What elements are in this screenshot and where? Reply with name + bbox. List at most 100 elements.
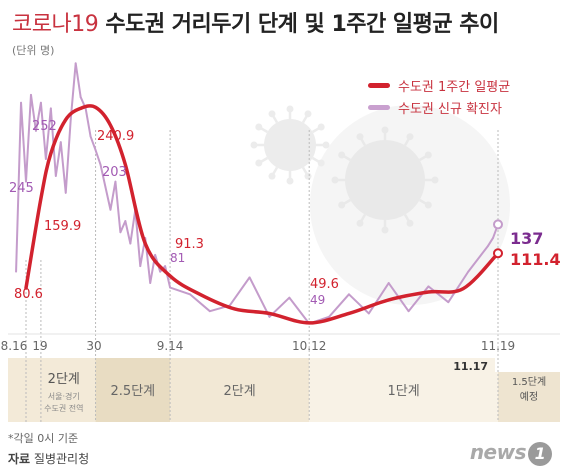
- stage-sublabel-1: 수도권 전역: [44, 403, 83, 413]
- virus-spike-tip: [424, 151, 432, 159]
- stage-band-1: [95, 358, 171, 422]
- virus-spike-tip: [268, 172, 276, 180]
- avg-point-12: [268, 312, 271, 315]
- daily-point-6: [44, 158, 47, 160]
- daily-point-40: [348, 293, 350, 296]
- series-line-daily: [15, 62, 499, 325]
- logo-number: 1: [528, 442, 552, 466]
- title-main: 수도권 거리두기 단계 및: [105, 12, 325, 37]
- virus-spike-tip: [356, 219, 364, 227]
- virus-body: [264, 119, 316, 171]
- data-label-4: 159.9: [44, 219, 81, 234]
- daily-point-0: [15, 270, 17, 273]
- legend-swatch-avg: [368, 82, 390, 88]
- daily-point-10: [64, 191, 67, 194]
- stage-label-1: 2.5단계: [111, 384, 156, 399]
- stage-sublabel-0: 서울·경기: [48, 391, 80, 401]
- daily-point-46: [467, 270, 470, 273]
- daily-point-23: [129, 242, 132, 245]
- stage-label-3: 1단계: [387, 384, 419, 399]
- daily-point-29: [159, 270, 162, 273]
- daily-point-19: [109, 208, 112, 211]
- daily-point-25: [139, 265, 142, 268]
- daily-point-48: [492, 237, 494, 239]
- x-tick-label-0: 8.16: [1, 339, 28, 353]
- daily-point-8: [54, 175, 57, 177]
- avg-point-16: [427, 290, 430, 294]
- data-label-2: 240.9: [97, 129, 134, 144]
- virus-spike-tip: [322, 141, 330, 149]
- virus-large: [331, 126, 439, 234]
- daily-point-31: [169, 286, 171, 289]
- daily-point-28: [154, 253, 157, 256]
- daily-point-32: [189, 293, 191, 296]
- avg-point-2: [49, 152, 53, 155]
- x-tick-label-2: 30: [86, 339, 101, 353]
- avg-point-17: [462, 287, 465, 290]
- source-text: 질병관리청: [33, 452, 90, 466]
- x-tick-label-5: 11.19: [481, 339, 515, 353]
- avg-point-1: [39, 197, 43, 200]
- daily-point-21: [119, 231, 122, 234]
- avg-point-11: [233, 307, 236, 311]
- daily-point-11: [69, 118, 72, 121]
- daily-point-12: [74, 62, 77, 65]
- stage-label-0: 2단계: [48, 372, 80, 387]
- virus-spike-tip: [338, 151, 346, 159]
- data-label-5: 80.6: [14, 287, 43, 302]
- x-tick-label-3: 9.14: [157, 339, 184, 353]
- avg-point-3: [64, 118, 67, 121]
- x-tick-label-1: 19: [32, 339, 47, 353]
- daily-point-45: [447, 301, 450, 304]
- source: 자료 질병관리청: [8, 450, 89, 467]
- legend-item-daily: 수도권 신규 확진자: [368, 96, 510, 118]
- daily-point-3: [30, 93, 32, 96]
- virus-spike-tip: [304, 172, 312, 180]
- virus-spike-tip: [317, 159, 325, 167]
- virus-spike-tip: [331, 176, 339, 184]
- daily-point-30: [164, 265, 167, 268]
- virus-spike-tip: [431, 176, 439, 184]
- data-label-6: 91.3: [175, 237, 204, 252]
- virus-spike-tip: [406, 219, 414, 227]
- title-prefix: 코로나19: [12, 12, 99, 37]
- daily-point-43: [407, 310, 410, 313]
- daily-point-39: [328, 315, 330, 318]
- virus-spike-tip: [356, 133, 364, 141]
- data-label-1: 252: [32, 119, 57, 134]
- avg-point-0: [24, 286, 28, 290]
- daily-point-2: [25, 180, 27, 183]
- daily-point-4: [35, 129, 37, 132]
- stage-band-0: [8, 358, 96, 422]
- stage-marker-box: [495, 358, 560, 372]
- title-bold: 1주간 일평균 추이: [331, 12, 499, 37]
- unit-label: (단위 명): [12, 44, 55, 57]
- daily-point-1: [20, 101, 22, 104]
- daily-point-5: [40, 101, 42, 104]
- logo-text: news: [469, 440, 527, 464]
- virus-spike-tip: [424, 201, 432, 209]
- data-label-11: 111.4: [510, 250, 561, 269]
- stage-band-3: [309, 358, 498, 422]
- virus-spike-tip: [286, 177, 294, 185]
- daily-point-20: [114, 180, 117, 183]
- legend-item-avg: 수도권 1주간 일평균: [368, 74, 510, 96]
- legend-swatch-daily: [368, 104, 390, 110]
- avg-point-14: [347, 312, 351, 315]
- avg-point-6: [109, 124, 112, 127]
- source-prefix: 자료: [8, 452, 31, 466]
- news1-logo: news 1: [470, 440, 552, 466]
- daily-point-15: [89, 135, 92, 138]
- stage-label-4-line-0: 1.5단계: [512, 376, 546, 388]
- legend: 수도권 1주간 일평균 수도권 신규 확진자: [368, 74, 510, 118]
- daily-point-47: [487, 244, 489, 247]
- virus-spike-tip: [304, 110, 312, 118]
- virus-spike-tip: [286, 105, 294, 113]
- virus-spike-tip: [317, 123, 325, 131]
- chart-title: 코로나19 수도권 거리두기 단계 및 1주간 일평균 추이: [12, 6, 499, 38]
- avg-point-4: [79, 107, 82, 110]
- daily-point-7: [49, 107, 52, 110]
- virus-spike-tip: [255, 159, 263, 167]
- stage-label-4-line-1: 예정: [520, 391, 538, 403]
